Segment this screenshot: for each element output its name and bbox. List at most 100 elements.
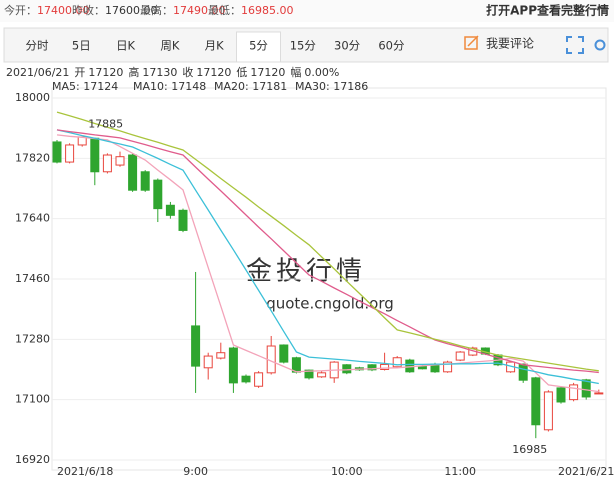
tab-label: 周K <box>160 39 179 53</box>
quote-item: 最低：16985.00 <box>208 4 294 17</box>
y-tick-label: 17280 <box>15 332 50 345</box>
candle-body <box>191 325 201 367</box>
quote-label: 最低： <box>208 4 241 17</box>
tab-label: 15分 <box>290 39 317 53</box>
quote-label: 今开： <box>4 3 37 17</box>
quote-value: 17490.00 <box>173 4 226 17</box>
candle-body <box>556 387 566 403</box>
tab[interactable]: 15分 <box>290 39 317 53</box>
candle-body <box>178 209 188 231</box>
candle-body <box>128 154 138 191</box>
candle-body <box>165 204 175 216</box>
quote-value: 17600.00 <box>105 4 158 17</box>
tab-bar <box>3 27 609 63</box>
settings-icon[interactable] <box>594 39 606 51</box>
legend-entry: MA10: 17148 <box>133 80 206 93</box>
tab-label: 30分 <box>334 39 361 53</box>
y-tick-label: 17640 <box>15 212 50 225</box>
comment-icon-pen <box>467 35 479 47</box>
high-annotation: 17885 <box>88 118 123 131</box>
ma-line <box>56 111 599 372</box>
tab[interactable]: 月K <box>205 39 224 53</box>
candle-body <box>317 372 327 378</box>
x-tick-label: 10:00 <box>331 465 363 478</box>
y-tick-label: 17460 <box>15 272 50 285</box>
info-label: 开 <box>74 66 85 79</box>
candle-body <box>569 384 579 401</box>
y-tick-label: 17820 <box>15 151 50 164</box>
watermark-url: quote.cngold.org <box>266 295 394 313</box>
x-tick-label: 2021/6/21 <box>558 465 614 478</box>
low-annotation: 16985 <box>512 443 547 456</box>
tab-label: 月K <box>205 39 224 53</box>
tab-label: 5日 <box>72 39 91 53</box>
ma-line <box>56 129 599 385</box>
info-value: 17120 <box>88 66 123 79</box>
candle-body <box>228 347 238 384</box>
quote-item: 今开：17400.00 <box>4 3 90 17</box>
legend-entry: MA5: 17124 <box>52 80 118 93</box>
candle-body <box>52 141 62 163</box>
info-label: 幅 <box>290 66 301 79</box>
candle-body <box>380 363 390 370</box>
info-label: 高 <box>128 65 139 79</box>
tab-label: 分时 <box>26 39 49 53</box>
candle-body <box>279 344 289 363</box>
y-tick-label: 16920 <box>15 453 50 466</box>
tab-label: 60分 <box>378 39 405 53</box>
candle-body <box>102 154 112 173</box>
candle-body <box>455 351 465 361</box>
tab[interactable]: 分时 <box>26 39 49 53</box>
tab[interactable]: 5日 <box>72 39 91 53</box>
comment-label: 我要评论 <box>486 37 534 51</box>
candle-body <box>65 144 75 163</box>
legend-entry: MA20: 17181 <box>214 80 287 93</box>
tab[interactable]: 日K <box>116 39 135 53</box>
quote-item: 昨收：17600.00 <box>72 3 158 17</box>
ma-line <box>56 129 599 374</box>
tab[interactable]: 5分 <box>236 31 281 63</box>
candle-body <box>216 352 226 359</box>
ma-line <box>56 134 599 393</box>
info-line: 2021/06/21 开 17120 高 17130 收 17120 低 17120 幅 0.00% <box>6 65 339 79</box>
quote-item: 最高：17490.00 <box>140 3 226 17</box>
info-label: 收 <box>182 65 193 79</box>
quote-label: 最高： <box>140 3 173 17</box>
candle-body <box>443 361 453 373</box>
candle-body <box>581 379 591 398</box>
x-tick-label: 11:00 <box>444 465 476 478</box>
tab-label: 5分 <box>249 39 268 53</box>
candle-body <box>90 137 100 173</box>
candle-body <box>531 377 541 426</box>
candle-body <box>140 171 150 191</box>
y-tick-label: 17100 <box>15 393 50 406</box>
y-tick-label: 18000 <box>15 91 50 104</box>
candle-body <box>254 372 264 387</box>
app-link[interactable]: 打开APP查看完整行情 <box>486 3 609 18</box>
info-value: 17120 <box>250 66 285 79</box>
info-label: 低 <box>236 66 247 79</box>
candle-body <box>115 156 125 166</box>
comment-button[interactable]: 我要评论 <box>464 35 534 51</box>
candle-body <box>342 364 352 374</box>
candle-body <box>392 357 402 368</box>
tab-label: 日K <box>116 39 135 53</box>
candle-body <box>241 375 251 383</box>
tab[interactable]: 60分 <box>378 39 405 53</box>
x-tick-label: 9:00 <box>183 465 208 478</box>
tab[interactable]: 30分 <box>334 39 361 53</box>
watermark: 金投行情 <box>246 257 366 287</box>
info-value: 17130 <box>142 66 177 79</box>
comment-icon <box>464 36 478 50</box>
info-date: 2021/06/21 <box>6 66 69 79</box>
candle-body <box>304 369 314 379</box>
tab[interactable]: 周K <box>160 39 179 53</box>
candle-body <box>367 364 377 371</box>
tab-active-bg <box>236 31 281 63</box>
fullscreen-icon <box>566 36 584 54</box>
fullscreen-button[interactable] <box>566 36 584 54</box>
quote-label: 昨收： <box>72 3 105 17</box>
candle-body <box>518 363 528 381</box>
info-value: 0.00% <box>304 66 339 79</box>
